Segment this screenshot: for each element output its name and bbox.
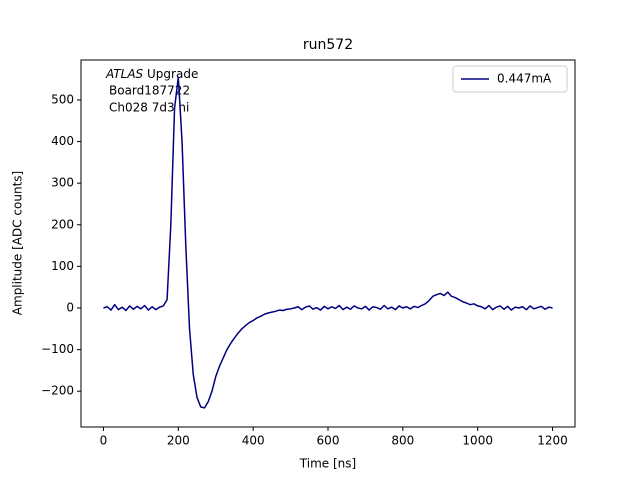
x-tick-label: 1000 [462,434,493,448]
y-tick-label: −200 [41,384,74,398]
annotation: Ch028 7d3 hi [109,101,189,115]
y-tick-label: 0 [66,300,74,314]
annotation: ATLAS Upgrade [105,67,198,81]
x-tick-label: 1200 [537,434,568,448]
y-axis-label: Amplitude [ADC counts] [11,171,25,315]
legend-box [452,65,568,93]
y-tick-label: 300 [51,176,74,190]
y-tick-label: 400 [51,134,74,148]
y-tick-label: 100 [51,259,74,273]
y-tick-label: 500 [51,92,74,106]
y-tick-label: −100 [41,342,74,356]
x-axis-label: Time [ns] [299,457,356,471]
chart-title: run572 [303,37,353,53]
x-tick-label: 800 [391,434,414,448]
data-line [103,76,553,409]
x-tick-label: 400 [242,434,265,448]
x-tick-label: 0 [100,434,108,448]
annotation: Board187722 [109,84,190,98]
annotation-text: Upgrade [147,67,198,81]
annotation-italic: ATLAS [105,67,144,81]
x-tick-label: 600 [317,434,340,448]
plot-frame [80,59,576,428]
y-tick-label: 200 [51,217,74,231]
legend-label: 0.447mA [497,72,552,86]
x-tick-label: 200 [167,434,190,448]
